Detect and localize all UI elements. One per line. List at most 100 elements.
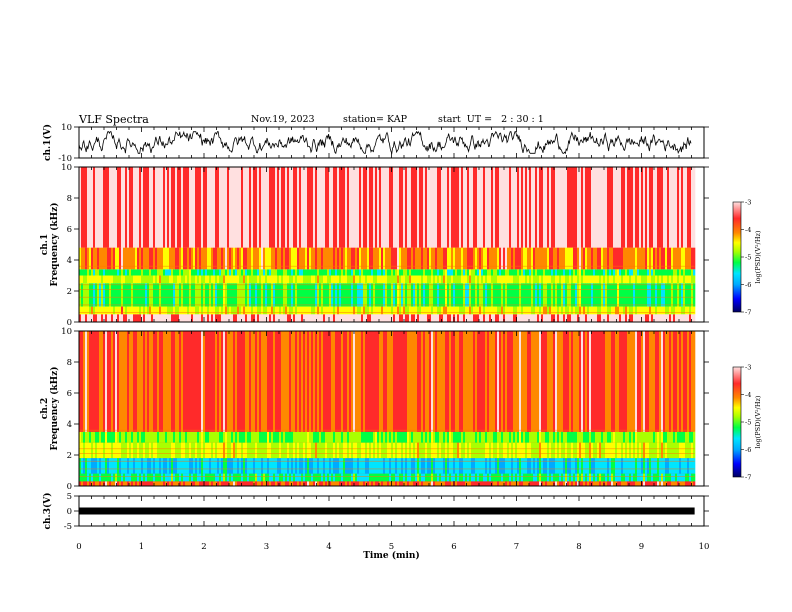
spectrogram-cell xyxy=(647,275,650,284)
spectrogram-cell xyxy=(513,275,516,284)
spectrogram-cell xyxy=(441,331,444,432)
spectrogram-cell xyxy=(295,247,298,270)
spectrogram-cell xyxy=(683,331,686,432)
spectrogram-cell xyxy=(623,473,626,482)
spectrogram-cell xyxy=(539,314,542,322)
spectrogram-cell xyxy=(465,269,468,276)
spectrogram-cell xyxy=(187,283,190,307)
spectrogram-cell xyxy=(669,167,672,248)
spectrogram-cell xyxy=(409,458,412,474)
spectrogram-cell xyxy=(315,275,318,284)
spectrogram-cell xyxy=(217,431,220,443)
spectrogram-cell xyxy=(391,331,394,432)
y-axis-label: Frequency (kHz) xyxy=(49,366,60,450)
spectrogram-cell xyxy=(367,275,370,284)
spectrogram-cell xyxy=(303,269,306,276)
spectrogram-cell xyxy=(209,314,212,322)
spectrogram-cell xyxy=(675,283,678,307)
spectrogram-cell xyxy=(399,314,402,322)
spectrogram-cell xyxy=(539,306,542,315)
spectrogram-cell xyxy=(283,314,286,322)
spectrogram-cell xyxy=(297,481,300,486)
spectrogram-cell xyxy=(401,283,404,307)
spectrogram-cell xyxy=(691,275,694,284)
spectrogram-cell xyxy=(379,481,382,486)
spectrogram-cell xyxy=(521,314,524,322)
spectrogram-cell xyxy=(521,481,524,486)
spectrogram-cell xyxy=(89,275,92,284)
spectrogram-cell xyxy=(135,247,138,270)
spectrogram-cell xyxy=(419,458,422,474)
spectrogram-cell xyxy=(433,431,436,443)
spectrogram-cell xyxy=(573,442,576,459)
chart-title: VLF Spectra xyxy=(79,113,149,126)
spectrogram-cell xyxy=(505,283,508,307)
spectrogram-cell xyxy=(585,442,588,459)
spectrogram-cell xyxy=(399,283,402,307)
spectrogram-cell xyxy=(443,431,446,443)
spectrogram-cell xyxy=(569,431,572,443)
spectrogram-cell xyxy=(377,473,380,482)
spectrogram-cell xyxy=(425,431,428,443)
spectrogram-cell xyxy=(313,275,316,284)
spectrogram-cell xyxy=(635,458,638,474)
spectrogram-cell xyxy=(601,269,604,276)
spectrogram-cell xyxy=(527,431,530,443)
spectrogram-cell xyxy=(681,458,684,474)
spectrogram-cell xyxy=(195,442,198,459)
spectrogram-cell xyxy=(315,331,318,432)
spectrogram-cell xyxy=(657,269,660,276)
spectrogram-cell xyxy=(171,458,174,474)
spectrogram-cell xyxy=(351,247,354,270)
spectrogram-cell xyxy=(237,481,240,486)
spectrogram-cell xyxy=(571,275,574,284)
spectrogram-cell xyxy=(661,481,664,486)
spectrogram-cell xyxy=(553,442,556,459)
spectrogram-cell xyxy=(449,331,452,432)
spectrogram-cell xyxy=(261,314,264,322)
spectrogram-cell xyxy=(279,275,282,284)
spectrogram-cell xyxy=(245,442,248,459)
spectrogram-cell xyxy=(683,247,686,270)
spectrogram-cell xyxy=(687,331,690,432)
spectrogram-cell xyxy=(525,431,528,443)
spectrogram-cell xyxy=(643,167,646,248)
spectrogram-cell xyxy=(651,269,654,276)
spectrogram-cell xyxy=(619,247,622,270)
spectrogram-cell xyxy=(605,458,608,474)
spectrogram-cell xyxy=(691,269,694,276)
spectrogram-cell xyxy=(283,331,286,432)
y-tick-label: -5 xyxy=(64,522,72,532)
spectrogram-cell xyxy=(619,481,622,486)
spectrogram-cell xyxy=(435,283,438,307)
spectrogram-cell xyxy=(345,458,348,474)
spectrogram-cell xyxy=(627,306,630,315)
spectrogram-cell xyxy=(569,269,572,276)
spectrogram-cell xyxy=(209,442,212,459)
spectrogram-cell xyxy=(391,314,394,322)
spectrogram-cell xyxy=(547,331,550,432)
spectrogram-cell xyxy=(223,167,226,248)
spectrogram-cell xyxy=(263,247,266,270)
spectrogram-cell xyxy=(683,314,686,322)
spectrogram-cell xyxy=(641,167,644,248)
spectrogram-cell xyxy=(687,247,690,270)
spectrogram-cell xyxy=(147,247,150,270)
spectrogram-cell xyxy=(565,167,568,248)
spectrogram-cell xyxy=(563,247,566,270)
spectrogram-cell xyxy=(453,247,456,270)
spectrogram-cell xyxy=(353,167,356,248)
spectrogram-cell xyxy=(145,283,148,307)
spectrogram-cell xyxy=(381,314,384,322)
spectrogram-cell xyxy=(135,458,138,474)
spectrogram-cell xyxy=(141,473,144,482)
spectrogram-cell xyxy=(235,431,238,443)
spectrogram-cell xyxy=(445,331,448,432)
spectrogram-cell xyxy=(513,331,516,432)
spectrogram-cell xyxy=(609,269,612,276)
spectrogram-cell xyxy=(133,275,136,284)
spectrogram-cell xyxy=(385,442,388,459)
spectrogram-cell xyxy=(629,442,632,459)
spectrogram-cell xyxy=(315,269,318,276)
spectrogram-cell xyxy=(223,442,226,459)
